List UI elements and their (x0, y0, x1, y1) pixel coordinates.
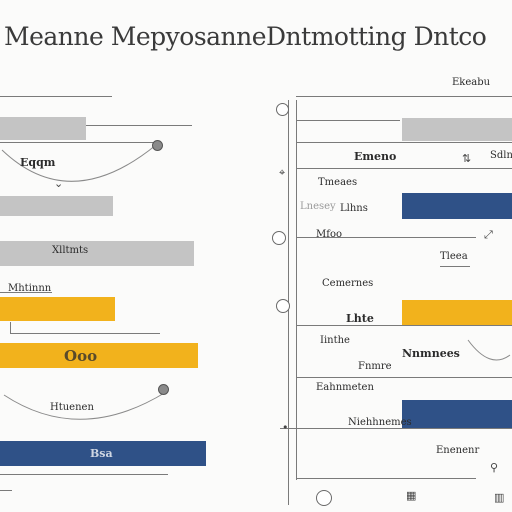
row-label: Mfoo (316, 229, 342, 240)
divider (296, 237, 476, 238)
row-label: Lnesey (300, 201, 336, 212)
row-label: Llhns (340, 203, 368, 214)
row-label: Nnmnees (402, 347, 460, 360)
divider (280, 428, 512, 429)
row-label: Tmeaes (318, 177, 358, 188)
progress-bar-6[interactable] (0, 441, 206, 466)
row-label: Mhtinnn (8, 283, 52, 294)
expand-icon[interactable]: ⤢ (484, 228, 493, 241)
header-label: Ekeabu (452, 77, 491, 88)
bar-label: Bsa (90, 447, 113, 460)
row-label: Cemernes (322, 278, 374, 289)
row-label: Eahnmeten (316, 382, 374, 393)
divider (296, 142, 512, 143)
divider (296, 377, 512, 378)
grid-icon[interactable]: ▦ (406, 489, 417, 502)
bar-label: Xlltmts (52, 245, 89, 256)
row-label: Niehhnemes (348, 417, 412, 428)
row-label: Tleea (440, 251, 468, 262)
progress-bar-2[interactable] (402, 193, 512, 219)
progress-bar-1[interactable] (402, 118, 512, 141)
progress-bar-1[interactable] (0, 117, 86, 140)
divider (296, 96, 512, 97)
right-panel-title: Dntmotting Dntco (266, 22, 487, 51)
divider (0, 474, 168, 475)
divider (0, 142, 160, 143)
info-icon[interactable]: • (282, 421, 289, 434)
progress-bar-5[interactable] (0, 343, 198, 368)
divider (296, 168, 512, 169)
grid-icon[interactable]: ▥ (494, 491, 505, 504)
divider (0, 292, 52, 293)
row-label: Emeno (354, 150, 397, 163)
filter-icon[interactable]: ⌖ (279, 166, 286, 179)
sort-icon[interactable]: ⇅ (462, 152, 472, 165)
search-icon[interactable]: ⚲ (490, 461, 499, 474)
divider (86, 125, 192, 126)
scroll-knob-icon[interactable] (158, 384, 169, 395)
row-label: Sdlnas (490, 150, 512, 161)
row-label: Fnmre (358, 361, 392, 372)
progress-bar-3[interactable] (0, 241, 194, 266)
row-label: Lhte (346, 312, 374, 325)
panel-border (296, 100, 297, 480)
divider (296, 478, 476, 479)
divider (0, 96, 112, 97)
row-label: Iinthe (320, 335, 350, 346)
divider (296, 120, 400, 121)
row-label: Htuenen (50, 402, 94, 413)
divider (0, 490, 12, 491)
target-icon[interactable] (316, 490, 332, 506)
progress-bar-4[interactable] (0, 297, 115, 321)
divider (10, 322, 11, 334)
progress-bar-4[interactable] (402, 400, 512, 428)
progress-bar-2[interactable] (0, 196, 113, 216)
radio-icon[interactable] (276, 299, 290, 313)
left-panel-title: Meanne Mepyosanne (4, 22, 267, 51)
divider (10, 333, 160, 334)
radio-icon[interactable] (276, 103, 289, 116)
divider (440, 266, 470, 267)
scroll-knob-icon[interactable] (152, 140, 163, 151)
progress-bar-3[interactable] (402, 300, 512, 325)
chevron-down-icon[interactable]: ⌄ (54, 177, 64, 190)
row-label: Eqqm (20, 156, 56, 169)
bar-label: Ooo (64, 347, 98, 365)
row-label: Enenenr (436, 445, 480, 456)
divider (296, 325, 512, 326)
target-icon[interactable] (272, 231, 286, 245)
